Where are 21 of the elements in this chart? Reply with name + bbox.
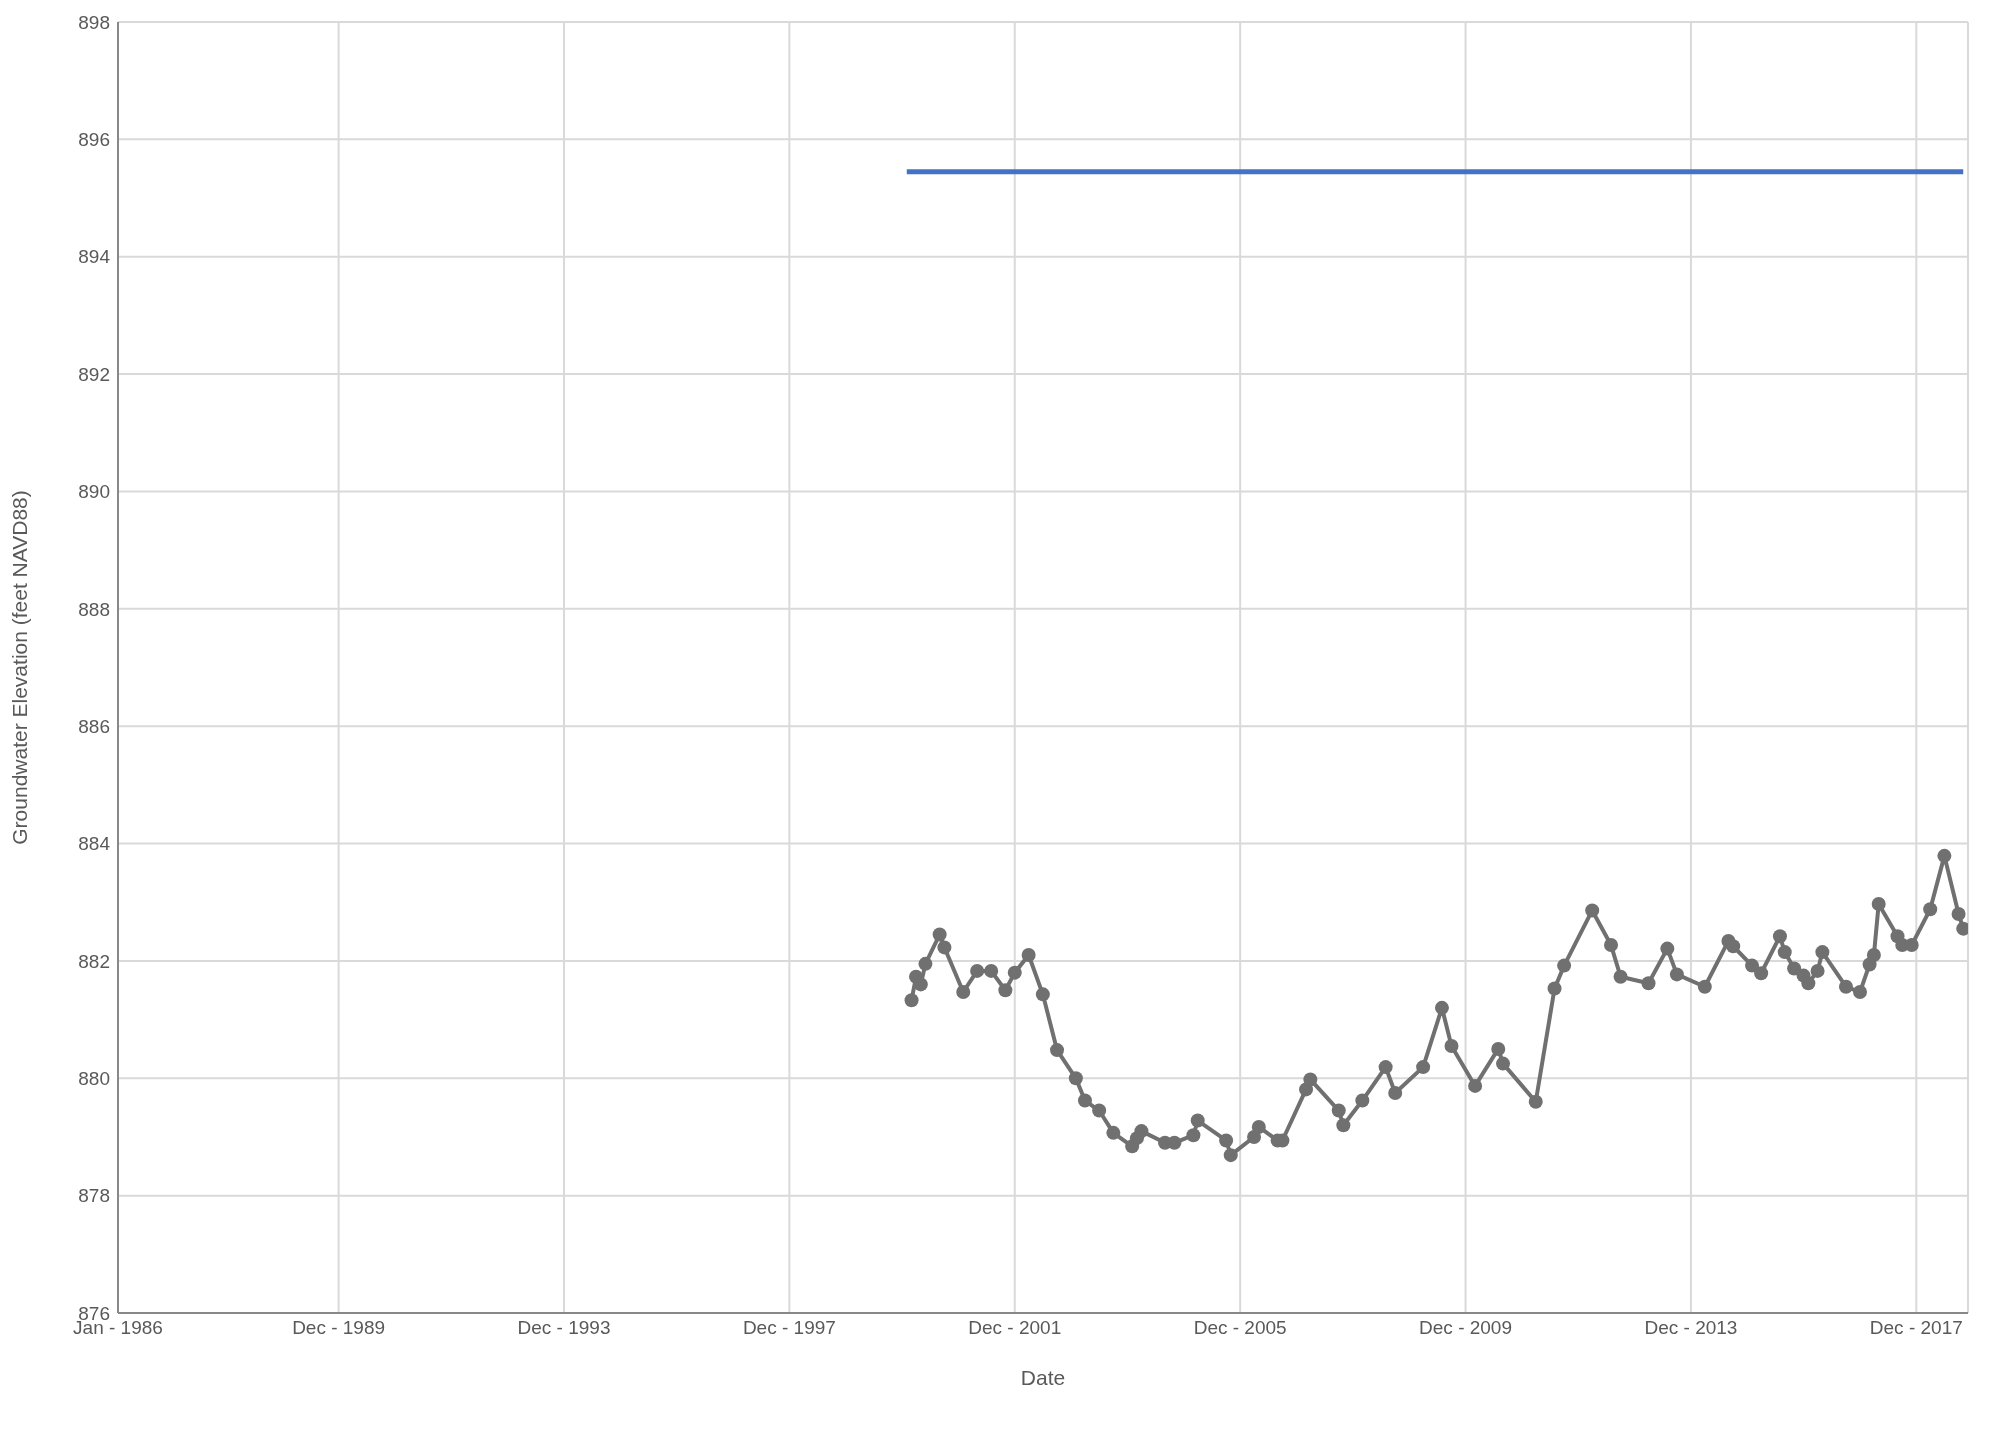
y-tick-label: 886 (78, 715, 110, 737)
y-tick-label: 896 (78, 129, 110, 151)
x-tick-label: Dec - 2013 (1644, 1317, 1738, 1339)
x-tick-label: Dec - 2009 (1419, 1317, 1513, 1339)
y-tick-label: 898 (78, 11, 110, 33)
y-tick-label: 882 (78, 950, 110, 972)
y-tick-label: 892 (78, 363, 110, 385)
x-tick-label: Dec - 1989 (292, 1317, 386, 1339)
x-tick-label: Dec - 2005 (1193, 1317, 1287, 1339)
y-tick-label: 878 (78, 1185, 110, 1207)
y-tick-label: 880 (78, 1068, 110, 1090)
x-tick-label: Dec - 2017 (1869, 1317, 1963, 1339)
x-tick-label: Dec - 2001 (968, 1317, 1062, 1339)
y-axis-title: Groundwater Elevation (feet NAVD88) (8, 490, 32, 845)
x-tick-label: Dec - 1997 (742, 1317, 836, 1339)
x-tick-label: Dec - 1993 (517, 1317, 611, 1339)
x-axis-title: Date (1020, 1366, 1066, 1389)
y-tick-label: 884 (78, 833, 111, 855)
y-tick-label: 888 (78, 598, 110, 620)
y-tick-label: 890 (78, 481, 110, 503)
y-tick-label: 894 (78, 246, 111, 268)
